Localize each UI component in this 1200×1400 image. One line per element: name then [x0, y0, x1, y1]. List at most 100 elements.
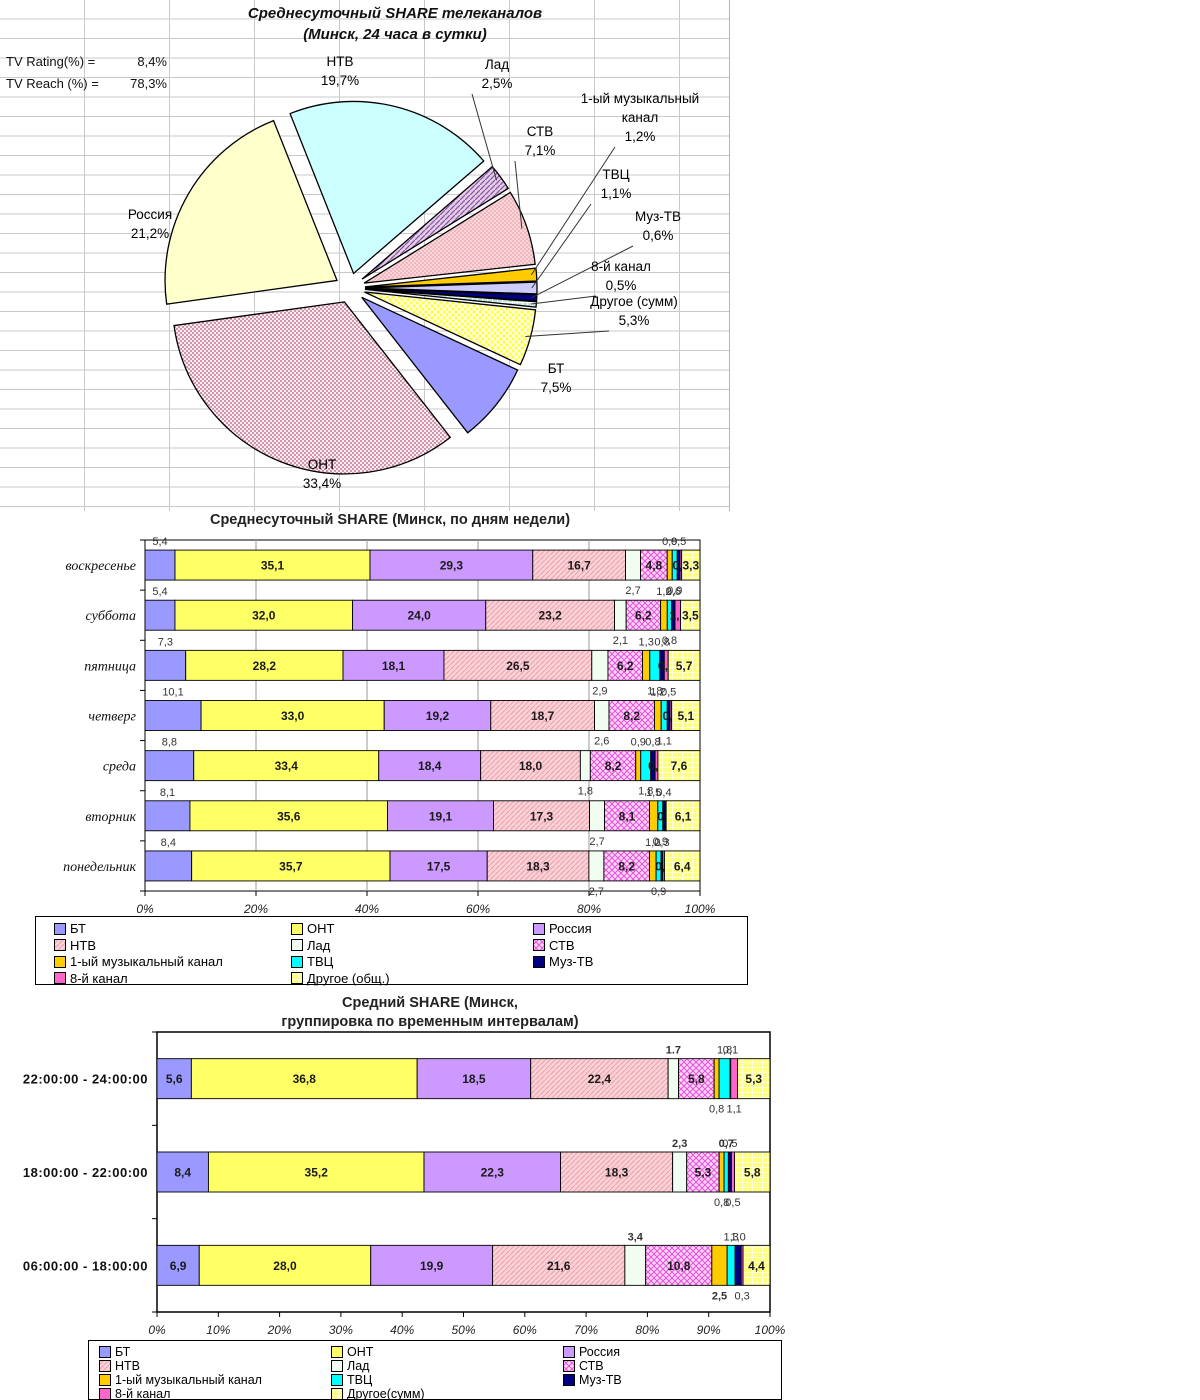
tv-reach-value: 78,3%: [130, 76, 167, 91]
bar-value-label: 5,7: [676, 659, 693, 673]
legend-label: Муз-ТВ: [579, 1373, 622, 1387]
legend-swatch-rect: [99, 1374, 111, 1386]
bar-value-label: 18,7: [531, 709, 555, 723]
legend-label: НТВ: [115, 1359, 140, 1373]
legend-swatch-rect: [99, 1360, 111, 1372]
bar-segment: [713, 1058, 720, 1100]
bar-value-label: 5,4: [152, 586, 167, 598]
x-tick-label: 80%: [635, 1323, 659, 1337]
legend-swatch-rect: [331, 1388, 343, 1400]
bar-segment: [352, 599, 487, 631]
legend-swatch: [54, 922, 66, 935]
pie-slice: [364, 288, 538, 308]
pie-leader-line: [531, 203, 592, 289]
interval-stacked-chart: 0% 10% 20% 30% 40% 50% 60% 70% 80% 90% 100% 22:00:0…: [23, 1031, 786, 1337]
bar-value-label: 1,8: [578, 786, 593, 798]
bar-value-label: 19,9: [420, 1259, 444, 1273]
bar-value-label: 33,4: [275, 759, 299, 773]
bar-segment: [144, 750, 195, 782]
legend-swatch: [563, 1360, 575, 1372]
legend-swatch: [533, 955, 545, 968]
bar-value-label: 35,2: [305, 1166, 329, 1180]
bar-segment: [492, 1244, 626, 1286]
bar-segment: [723, 1151, 729, 1193]
x-tick-label: 100%: [755, 1323, 786, 1337]
bar-value-label: 1,1: [657, 736, 672, 748]
bar-value-label: 0,8: [662, 635, 677, 647]
bar-value-label: 21,6: [547, 1259, 571, 1273]
pie-leader-line: [530, 146, 616, 276]
legend-label: Другое(сумм): [347, 1387, 425, 1400]
bar-segment: [742, 1244, 771, 1286]
bar-value-label: 8,4: [161, 837, 176, 849]
bar-value-label: 8,2: [605, 759, 622, 773]
bar-value-label: 22,4: [588, 1072, 612, 1086]
bar-segment: [480, 750, 581, 782]
legend-label: БТ: [115, 1345, 131, 1359]
legend-swatch-rect: [54, 922, 66, 935]
legend-label: Россия: [579, 1345, 620, 1359]
interval-chart-title: Средний SHARE (Минск, группировка по вре…: [180, 994, 680, 1032]
x-tick-label: 40%: [390, 1323, 414, 1337]
bar-value-label: 2,7: [625, 585, 640, 597]
category-label: вторник: [85, 810, 136, 825]
category-label: воскресенье: [66, 559, 136, 574]
bar-value-label: 1,3: [639, 636, 654, 648]
bar-value-label: 6,9: [170, 1259, 187, 1273]
legend-item: 1-ый музыкальный канал: [54, 954, 291, 970]
legend-swatch-rect: [563, 1374, 575, 1386]
pie-slice-label: НТВ: [327, 54, 354, 69]
legend-swatch: [99, 1374, 111, 1386]
legend-swatch: [563, 1346, 575, 1358]
legend-swatch: [331, 1360, 343, 1372]
bar-segment: [727, 1151, 732, 1193]
tv-rating-label: TV Rating(%) =: [6, 54, 96, 69]
legend-swatch-rect: [54, 972, 66, 985]
x-tick-label: 80%: [577, 902, 601, 916]
pie-chart-title: Среднесуточный SHARE телеканалов (Минск,…: [190, 3, 600, 45]
x-tick-label: 0%: [148, 1323, 166, 1337]
legend-swatch: [563, 1374, 575, 1386]
legend-swatch: [291, 922, 303, 935]
legend-label: ТВЦ: [347, 1373, 373, 1387]
pie-slice-label: ОНТ: [308, 457, 337, 472]
x-tick-label: 70%: [574, 1323, 598, 1337]
bar-segment: [718, 1058, 731, 1100]
bar-segment: [174, 549, 371, 581]
legend-item: СТВ: [533, 938, 747, 954]
bar-value-label: 0,5: [722, 1138, 737, 1150]
bar-value-label: 5,8: [744, 1166, 761, 1180]
category-label: пятница: [84, 659, 136, 674]
bar-value-label: 18,0: [519, 759, 543, 773]
bar-segment: [737, 1058, 771, 1100]
legend-swatch: [331, 1374, 343, 1386]
bar-segment: [718, 1151, 725, 1193]
legend-swatch: [99, 1388, 111, 1400]
bar-segment: [608, 700, 655, 731]
bar-value-label: 2,1: [613, 635, 628, 647]
tv-rating-value: 8,4%: [137, 54, 167, 69]
x-tick-label: 60%: [513, 1323, 537, 1337]
legend-item: ОНТ: [291, 921, 533, 937]
pie-slice-label: Лад: [485, 57, 509, 72]
legend-item: Россия: [563, 1345, 781, 1359]
bar-value-label: 26,5: [506, 659, 530, 673]
legend-item: БТ: [54, 921, 291, 937]
category-label: 22:00:00 - 24:00:00: [23, 1072, 148, 1087]
bar-segment: [657, 750, 701, 782]
bar-value-label: 0,9: [667, 585, 682, 597]
bar-segment: [198, 1244, 372, 1286]
bar-segment: [711, 1244, 728, 1286]
pie-title-line2: (Минск, 24 часа в сутки): [303, 26, 487, 43]
bar-value-label: 18,4: [418, 759, 442, 773]
bar-value-label: 6,4: [674, 859, 691, 873]
bar-segment: [193, 750, 380, 782]
bar-value-label: 0,5: [725, 1197, 740, 1209]
bar-segment: [485, 599, 615, 631]
bar-value-label: 8,2: [623, 709, 640, 723]
bar-segment: [625, 599, 662, 631]
legend-label: Лад: [347, 1359, 370, 1373]
bar-segment: [589, 800, 605, 832]
x-tick-label: 60%: [466, 902, 490, 916]
